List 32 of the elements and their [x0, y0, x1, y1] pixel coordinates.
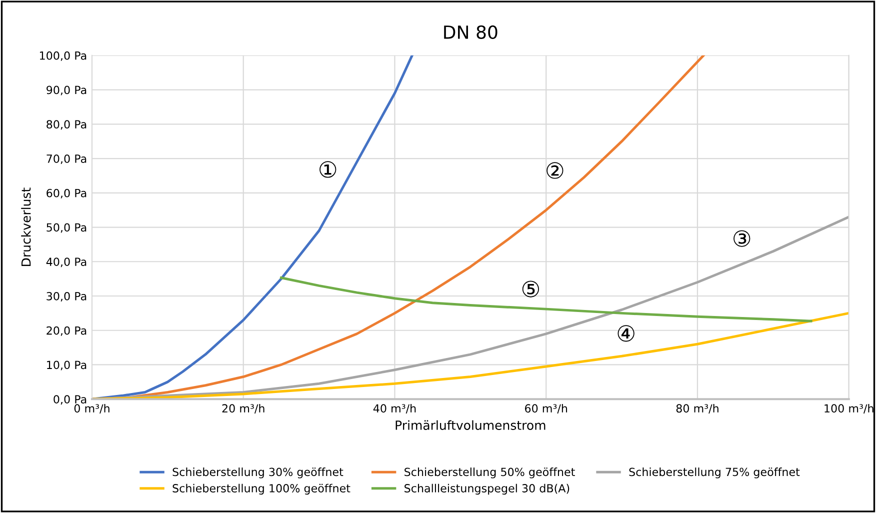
legend-label: Schieberstellung 75% geöffnet — [629, 468, 800, 478]
y-tick-label: 20,0 Pa — [46, 326, 86, 336]
x-tick-label: 80 m³/h — [676, 404, 718, 414]
x-tick-label: 0 m³/h — [74, 404, 110, 414]
x-axis-title: Primärluftvolumenstrom — [396, 420, 546, 430]
y-tick-label: 100,0 Pa — [40, 51, 86, 61]
x-tick-label: 60 m³/h — [525, 404, 568, 414]
y-tick-label: 80,0 Pa — [46, 120, 86, 130]
x-tick-label: 20 m³/h — [222, 404, 264, 414]
annotation: ③ — [734, 230, 750, 247]
legend-label: Schieberstellung 50% geöffnet — [404, 468, 575, 478]
y-tick-label: 70,0 Pa — [46, 154, 86, 164]
line-series — [92, 216, 849, 400]
legend-label: Schieberstellung 30% geöffnet — [172, 468, 344, 478]
x-tick-label: 100 m³/h — [824, 404, 874, 414]
y-tick-label: 10,0 Pa — [47, 360, 86, 370]
x-tick-label: 40 m³/h — [373, 404, 416, 414]
annotation: ② — [546, 162, 564, 179]
y-tick-label: 90,0 Pa — [46, 86, 86, 96]
y-axis-title: Druckverlust — [21, 188, 31, 266]
legend-label: Schieberstellung 100% geöffnet — [172, 484, 350, 495]
y-tick-label: 50,0 Pa — [46, 223, 86, 233]
y-tick-label: 40,0 Pa — [46, 258, 86, 268]
chart-title: DN 80 — [444, 25, 498, 39]
y-tick-label: 60,0 Pa — [46, 188, 86, 198]
annotation: ① — [320, 161, 336, 178]
y-tick-label: 0,0 Pa — [54, 395, 86, 405]
annotation: ⑤ — [522, 280, 540, 298]
line-series — [280, 276, 812, 322]
annotation: ④ — [618, 325, 634, 342]
y-tick-label: 30,0 Pa — [46, 292, 86, 302]
legend-label: Schallleistungspegel 30 dB(A) — [404, 484, 570, 495]
